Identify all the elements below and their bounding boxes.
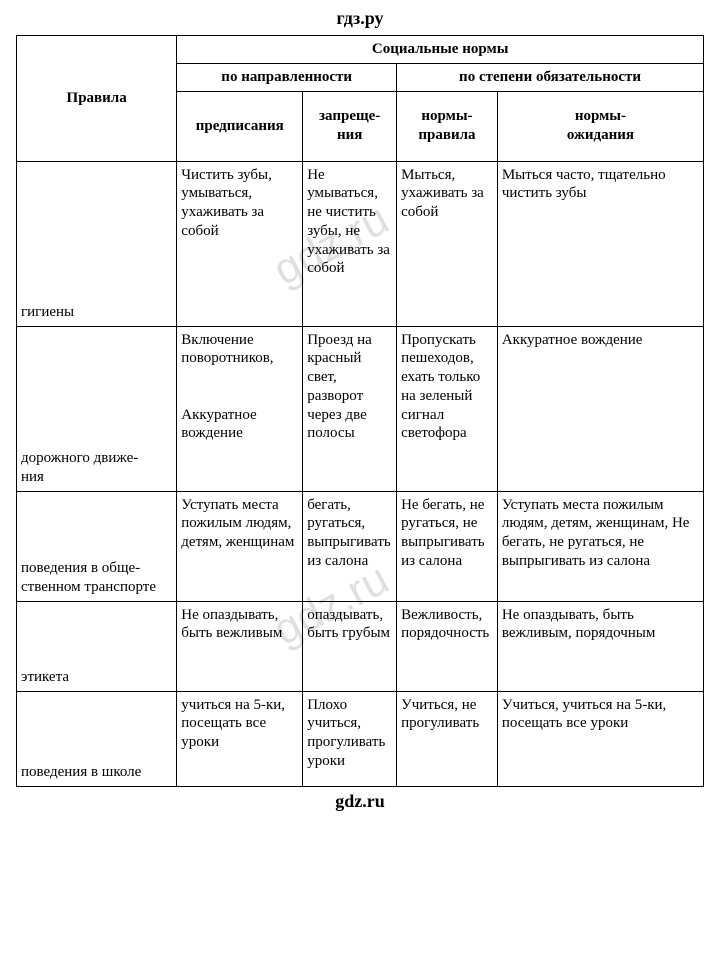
table-row: этикета Не опаздывать, быть вежливым опа…	[17, 601, 704, 691]
row-label: этикета	[17, 601, 177, 691]
th-norms-rules: нормы-правила	[397, 91, 498, 161]
page-header: гдз.ру	[0, 0, 720, 35]
social-norms-table: Правила Социальные нормы по направленнос…	[16, 35, 704, 787]
table-header-row-1: Правила Социальные нормы	[17, 36, 704, 64]
cell-norms-expect: Учиться, учиться на 5-ки, посещать все у…	[497, 691, 703, 786]
cell-norms-rules: Мыться, ухаживать за собой	[397, 161, 498, 326]
table-row: дорожного движе-ния Включение поворотник…	[17, 326, 704, 491]
th-by-obligation: по степени обязательности	[397, 63, 704, 91]
th-prohibitions: запреще-ния	[303, 91, 397, 161]
cell-prescriptions: Включение поворотников,Аккуратное вожден…	[177, 326, 303, 491]
row-label: дорожного движе-ния	[17, 326, 177, 491]
table-row: гигиены Чистить зубы, умываться, ухажива…	[17, 161, 704, 326]
cell-norms-rules: Вежливость, порядочность	[397, 601, 498, 691]
cell-prohibitions: Плохо учиться, прогуливать уроки	[303, 691, 397, 786]
cell-prohibitions: опаздывать, быть грубым	[303, 601, 397, 691]
cell-norms-expect: Мыться часто, тщательно чистить зубы	[497, 161, 703, 326]
cell-norms-rules: Пропускать пешеходов, ехать только на зе…	[397, 326, 498, 491]
cell-norms-rules: Не бегать, не ругаться, не выпрыгивать и…	[397, 491, 498, 601]
cell-norms-expect: Уступать места пожилым людям, детям, жен…	[497, 491, 703, 601]
cell-norms-expect: Не опаздывать, быть вежливым, порядочным	[497, 601, 703, 691]
cell-prescriptions: Не опаздывать, быть вежливым	[177, 601, 303, 691]
th-rules: Правила	[17, 36, 177, 162]
table-container: Правила Социальные нормы по направленнос…	[0, 35, 720, 787]
th-by-direction: по направленности	[177, 63, 397, 91]
th-social-norms: Социальные нормы	[177, 36, 704, 64]
table-row: поведения в обще-ственном транспорте Уст…	[17, 491, 704, 601]
cell-prohibitions: Не умываться, не чистить зубы, не ухажив…	[303, 161, 397, 326]
cell-prescriptions: учиться на 5-ки, посещать все уроки	[177, 691, 303, 786]
row-label: поведения в школе	[17, 691, 177, 786]
table-row: поведения в школе учиться на 5-ки, посещ…	[17, 691, 704, 786]
cell-prescriptions: Чистить зубы, умываться, ухаживать за со…	[177, 161, 303, 326]
th-norms-expect: нормы-ожидания	[497, 91, 703, 161]
cell-norms-expect: Аккуратное вождение	[497, 326, 703, 491]
cell-norms-rules: Учиться, не прогуливать	[397, 691, 498, 786]
cell-prohibitions: Проезд на красный свет, разворот через д…	[303, 326, 397, 491]
cell-prohibitions: бегать, ругаться, выпрыгивать из салона	[303, 491, 397, 601]
page-footer: gdz.ru	[0, 787, 720, 820]
th-prescriptions: предписания	[177, 91, 303, 161]
row-label: поведения в обще-ственном транспорте	[17, 491, 177, 601]
cell-prescriptions: Уступать места пожилым людям, детям, жен…	[177, 491, 303, 601]
row-label: гигиены	[17, 161, 177, 326]
